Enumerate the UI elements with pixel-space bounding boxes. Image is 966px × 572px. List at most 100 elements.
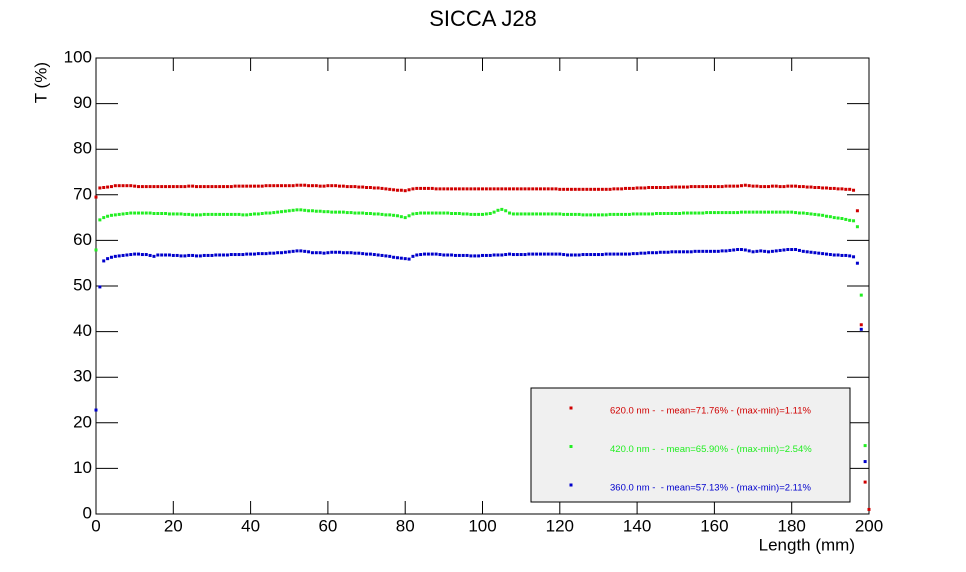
data-point	[577, 187, 581, 191]
data-point	[863, 444, 867, 448]
data-point	[627, 186, 631, 190]
data-point	[183, 254, 187, 258]
data-point	[237, 212, 241, 216]
data-point	[542, 252, 546, 256]
data-point	[569, 212, 573, 216]
data-point	[693, 249, 697, 253]
data-point	[759, 185, 763, 189]
data-point	[461, 187, 465, 191]
data-point	[824, 186, 828, 190]
data-point	[276, 210, 280, 214]
data-point	[477, 254, 481, 258]
data-point	[809, 185, 813, 189]
data-point	[500, 207, 504, 211]
data-point	[465, 187, 469, 191]
data-point	[616, 212, 620, 216]
data-point	[202, 185, 206, 189]
data-point	[473, 187, 477, 191]
data-point	[801, 211, 805, 215]
data-point	[206, 185, 210, 189]
data-point	[133, 184, 137, 188]
data-point	[252, 212, 256, 216]
data-point	[585, 213, 589, 217]
data-point	[832, 216, 836, 220]
data-point	[194, 185, 198, 189]
x-tick-label: 120	[546, 516, 574, 535]
data-point	[596, 253, 600, 257]
data-point	[647, 251, 651, 255]
data-point	[214, 212, 218, 216]
data-point	[411, 254, 415, 258]
data-point	[511, 253, 515, 257]
data-point	[113, 184, 117, 188]
data-point	[198, 254, 202, 258]
data-point	[403, 257, 407, 261]
data-point	[724, 184, 728, 188]
data-point	[368, 252, 372, 256]
data-point	[481, 212, 484, 216]
data-point	[836, 216, 840, 220]
data-point	[411, 212, 415, 216]
data-point	[778, 185, 782, 189]
x-tick-label: 100	[468, 516, 496, 535]
data-point	[767, 185, 771, 189]
data-point	[678, 211, 682, 215]
data-point	[465, 253, 469, 257]
data-point	[593, 187, 597, 191]
data-point	[720, 211, 724, 215]
data-point	[755, 184, 759, 188]
data-point	[399, 188, 403, 192]
data-point	[349, 185, 353, 189]
data-point	[616, 187, 620, 191]
data-point	[310, 209, 314, 213]
data-point	[229, 253, 233, 257]
data-point	[117, 212, 121, 216]
data-point	[794, 211, 798, 215]
data-point	[434, 252, 438, 256]
data-point	[121, 253, 125, 257]
data-point	[287, 250, 291, 254]
data-point	[736, 184, 740, 188]
data-point	[558, 212, 562, 216]
data-point	[117, 184, 121, 188]
data-point	[206, 212, 210, 216]
data-point	[701, 211, 705, 215]
data-point	[697, 185, 701, 189]
data-point	[260, 252, 264, 256]
data-point	[689, 250, 693, 254]
data-point	[797, 211, 801, 215]
x-tick-label: 60	[318, 516, 337, 535]
data-point	[442, 253, 446, 257]
data-point	[140, 185, 144, 189]
data-point	[295, 249, 299, 253]
data-point	[519, 187, 523, 191]
data-point	[137, 185, 141, 189]
x-tick-label: 0	[91, 516, 100, 535]
data-point	[245, 184, 249, 188]
y-tick-label: 60	[73, 230, 92, 249]
data-point	[256, 184, 260, 188]
data-point	[179, 254, 183, 258]
x-axis-label: Length (mm)	[759, 535, 855, 554]
data-point	[566, 253, 570, 257]
data-point	[175, 253, 179, 257]
data-point	[554, 212, 558, 216]
data-point	[569, 253, 573, 257]
data-point	[318, 184, 322, 188]
data-point	[384, 213, 388, 217]
data-point	[144, 253, 148, 257]
data-point	[643, 251, 647, 255]
data-point	[581, 213, 585, 217]
data-point	[415, 211, 419, 215]
data-point	[299, 183, 303, 187]
data-point	[419, 211, 423, 215]
data-point	[430, 186, 434, 190]
data-point	[307, 184, 311, 188]
data-point	[508, 211, 512, 215]
data-point	[357, 185, 361, 189]
data-point	[778, 248, 782, 252]
data-point	[481, 253, 484, 257]
data-point	[330, 210, 334, 214]
data-point	[249, 184, 253, 188]
data-point	[202, 253, 206, 257]
